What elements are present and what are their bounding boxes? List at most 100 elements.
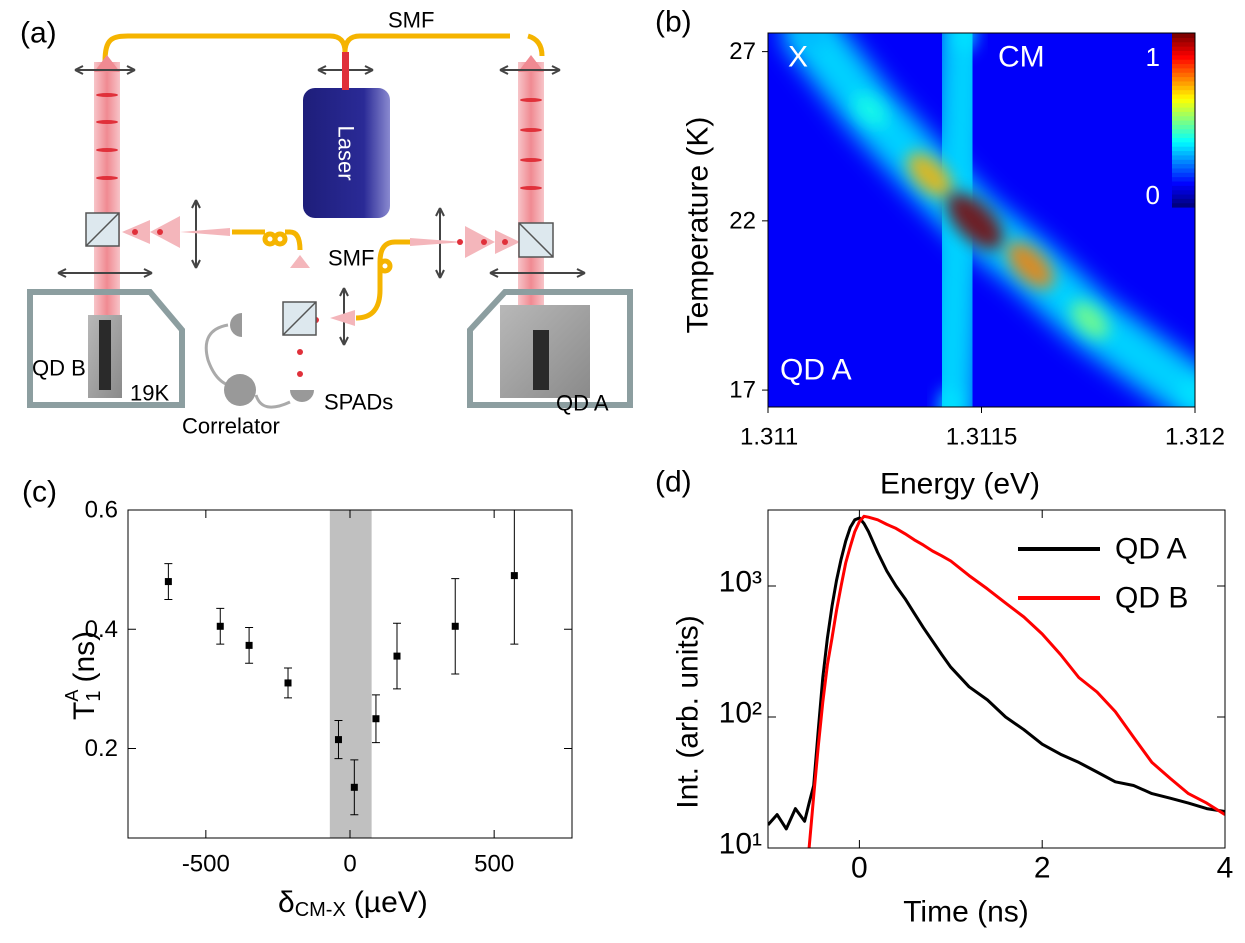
diagram-label: QD B <box>32 356 86 381</box>
colorbar-cell <box>1172 63 1195 69</box>
pulses <box>96 93 542 190</box>
colorbar-cell <box>1172 176 1195 182</box>
y-tick-label: 10¹ <box>719 828 762 861</box>
y-tick-label: 0.4 <box>85 616 118 643</box>
diagram-label: SPADs <box>324 390 393 415</box>
colorbar-cell <box>1172 46 1195 51</box>
colorbar-cell <box>1172 150 1195 156</box>
colorbar-tick-label: 0 <box>1146 180 1160 210</box>
colorbar-cell <box>1172 141 1195 147</box>
colorbar-cell <box>1172 163 1195 169</box>
colorbar-cell <box>1172 120 1195 125</box>
ridge-intensity <box>938 387 962 407</box>
ridge-intensity <box>907 152 953 198</box>
y-tick-label: 10² <box>719 696 762 729</box>
colorbar-cell <box>1172 189 1195 195</box>
colorbar-cell <box>1172 72 1195 78</box>
x-label-unit: (µeV) <box>354 886 428 919</box>
x-tick-label: 0 <box>851 852 868 885</box>
colorbar-cell <box>1172 67 1195 73</box>
y-tick-label: 17 <box>729 377 756 404</box>
x-tick-label: -500 <box>182 851 230 878</box>
colorbar-cell <box>1172 41 1195 47</box>
data-point <box>164 578 172 586</box>
annotation: CM <box>998 41 1045 74</box>
x-axis-label: δCM-X (µeV) <box>278 886 428 922</box>
y-tick-label: 22 <box>729 207 756 234</box>
cryostat <box>27 289 185 408</box>
diagram-label: 19K <box>130 381 169 406</box>
colorbar-cell <box>1172 54 1195 60</box>
annotation: X <box>788 41 808 74</box>
heatmap <box>768 33 1195 407</box>
correlator-unit <box>224 374 256 406</box>
fibers <box>232 229 410 321</box>
colorbar-cell <box>1172 185 1195 191</box>
beam <box>94 62 120 317</box>
diagram-label: SMF <box>328 246 374 271</box>
pulses <box>132 229 508 377</box>
y-label-subscript: 1 <box>83 691 105 702</box>
setup-diagram: (a) SMF Laser SMF QD B 19K Correlator SP… <box>20 8 633 439</box>
colorbar-cell <box>1172 50 1195 56</box>
y-axis-label: TA1 (ns) <box>62 631 105 720</box>
y-axis-label: Temperature (K) <box>682 117 715 334</box>
colorbar-cell <box>1172 172 1195 178</box>
colorbar-cell <box>1172 133 1195 138</box>
diagram-label: SMF <box>388 8 434 33</box>
laser-box <box>303 88 390 218</box>
panel-label: (d) <box>655 466 692 499</box>
colorbar-cell <box>1172 202 1195 208</box>
plot <box>164 510 519 838</box>
diagram-label: Correlator <box>182 414 280 439</box>
legend-label: QD A <box>1115 533 1187 566</box>
colorbar-cell <box>1172 37 1195 43</box>
panel-label: (a) <box>20 17 57 50</box>
plot-frame <box>767 509 1226 849</box>
x-label-subscript: CM-X <box>295 899 346 921</box>
diagram-label: Laser <box>334 125 359 180</box>
colorbar-cell <box>1172 80 1195 86</box>
ridge-intensity <box>1006 241 1054 289</box>
ridge-intensity <box>946 192 1004 250</box>
colorbar-cell <box>1172 146 1195 152</box>
annotation: QD A <box>780 354 852 387</box>
x-tick-label: 1.311 <box>740 424 798 451</box>
colorbar-cell <box>1172 198 1195 204</box>
series-line <box>768 516 1225 831</box>
data-point <box>451 622 459 630</box>
colorbar-cell <box>1172 106 1195 112</box>
data-point <box>216 622 224 630</box>
x-tick-label: 1.312 <box>1165 424 1225 451</box>
legend-label: QD B <box>1115 582 1188 615</box>
beam-tip <box>94 55 120 72</box>
beam-splitters <box>85 212 554 336</box>
y-tick-label: 0.6 <box>85 497 118 524</box>
colorbar-cell <box>1172 111 1195 117</box>
y-label-superscript: A <box>62 690 82 702</box>
y-tick-label: 10³ <box>719 565 762 598</box>
data-point <box>334 736 342 744</box>
x-tick-label: 4 <box>1217 852 1234 885</box>
x-axis-label: Time (ns) <box>903 896 1029 929</box>
detector <box>230 313 242 337</box>
shaded-region <box>329 510 372 838</box>
fiber <box>102 33 545 63</box>
colorbar-cell <box>1172 98 1195 104</box>
legend: QD A QD B <box>1018 533 1188 615</box>
colorbar-cell <box>1172 89 1195 95</box>
ridge-intensity <box>1179 379 1195 407</box>
y-tick-label: 27 <box>729 38 756 65</box>
data-point <box>372 715 380 723</box>
colorbar-cell <box>1172 85 1195 91</box>
colorbar-cell <box>1172 124 1195 130</box>
colorbar-cell <box>1172 128 1195 134</box>
colorbar-cell <box>1172 193 1195 199</box>
colorbar-cell <box>1172 154 1195 160</box>
panel-label: (c) <box>22 476 57 509</box>
y-label-unit: (ns) <box>68 631 101 683</box>
data-point <box>350 783 358 791</box>
detector <box>290 390 314 402</box>
colorbar-cell <box>1172 137 1195 143</box>
